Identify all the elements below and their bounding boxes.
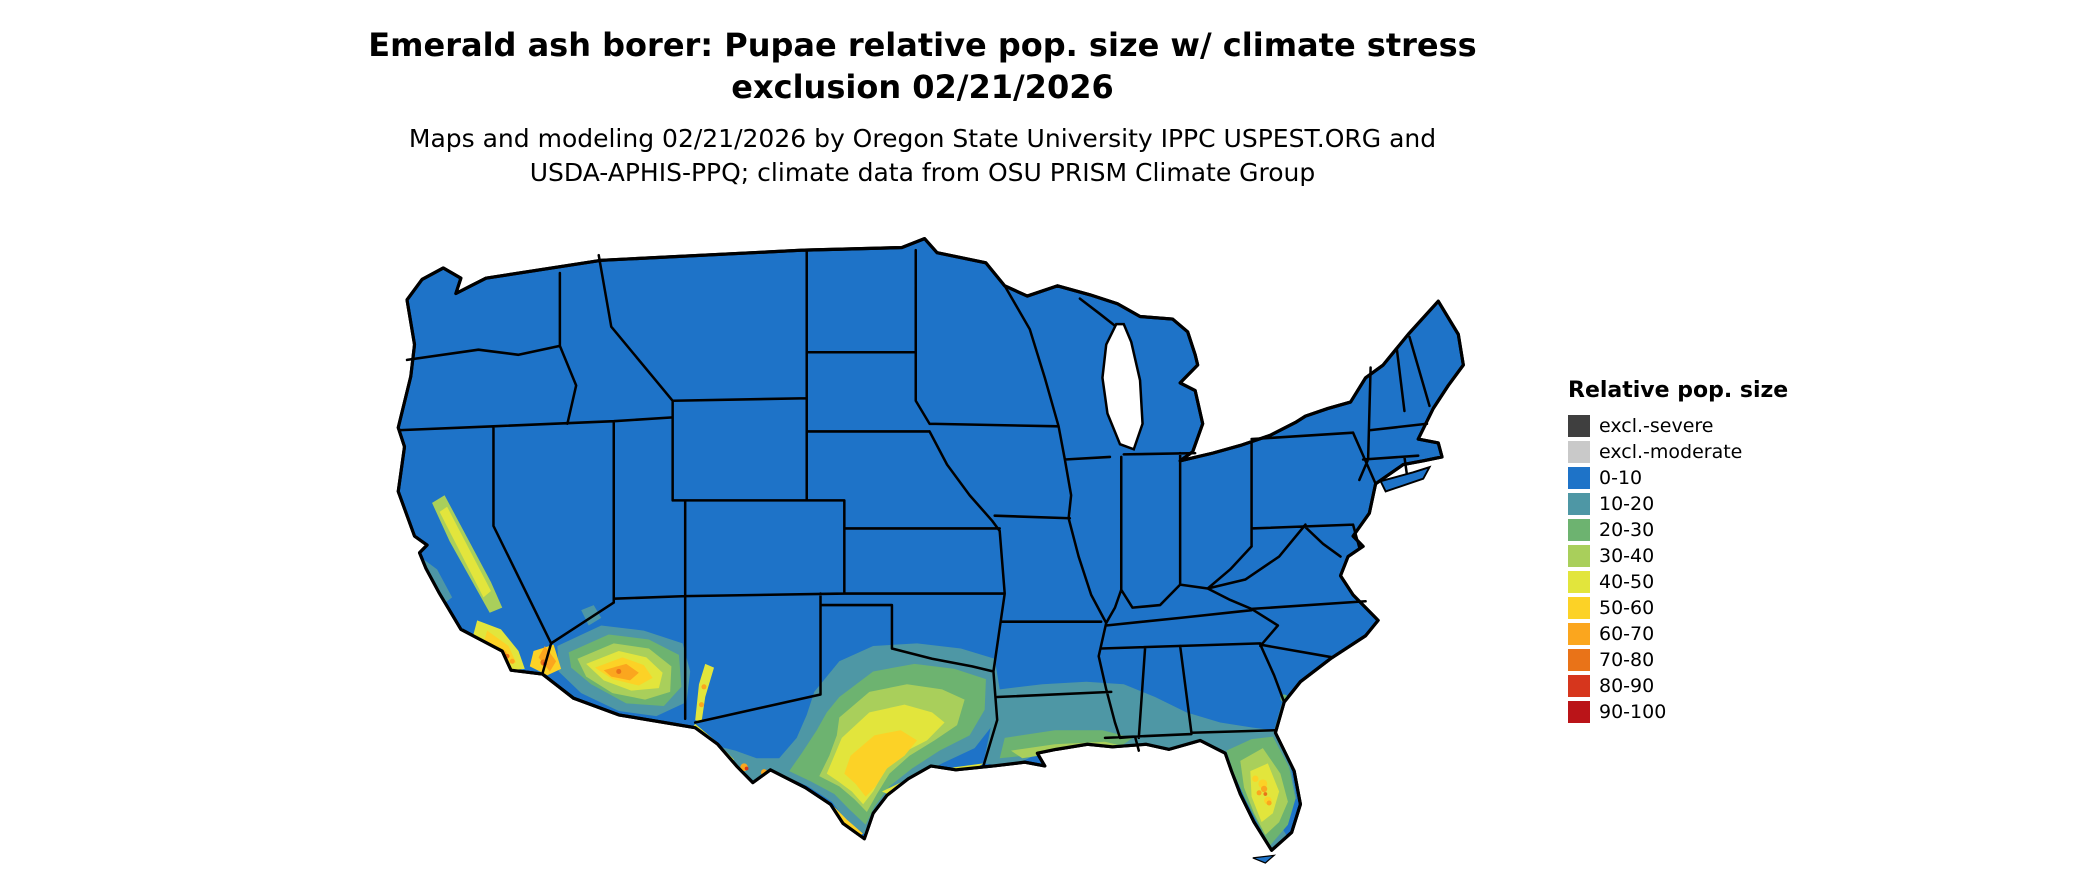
legend-label: 90-100 xyxy=(1599,701,1667,723)
legend-label: 40-50 xyxy=(1599,571,1655,593)
legend-item-20-30: 20-30 xyxy=(1568,517,1788,543)
legend-items: excl.-severe excl.-moderate 0-10 10-20 20-30… xyxy=(1568,413,1788,725)
legend-label: 30-40 xyxy=(1599,545,1655,567)
florida-keys xyxy=(1252,854,1277,864)
legend-title: Relative pop. size xyxy=(1568,378,1789,403)
legend-item-50-60: 50-60 xyxy=(1568,595,1788,621)
legend-label: excl.-moderate xyxy=(1599,441,1743,463)
legend-swatch xyxy=(1568,441,1590,463)
legend-item-10-20: 10-20 xyxy=(1568,491,1788,517)
legend-swatch xyxy=(1568,545,1590,567)
legend-swatch xyxy=(1568,493,1590,515)
legend-item-excl.-severe: excl.-severe xyxy=(1568,413,1788,439)
legend-label: excl.-severe xyxy=(1599,415,1714,437)
long-island xyxy=(1379,465,1432,493)
legend-swatch xyxy=(1568,701,1590,723)
map-subtitle: Maps and modeling 02/21/2026 by Oregon S… xyxy=(0,122,1845,190)
legend-swatch xyxy=(1568,675,1590,697)
legend-swatch xyxy=(1568,649,1590,671)
subtitle-line-1: Maps and modeling 02/21/2026 by Oregon S… xyxy=(408,124,1437,153)
legend-label: 0-10 xyxy=(1599,467,1643,489)
title-line-2: exclusion 02/21/2026 xyxy=(731,68,1114,106)
legend-label: 70-80 xyxy=(1599,649,1655,671)
legend-item-60-70: 60-70 xyxy=(1568,621,1788,647)
legend-label: 50-60 xyxy=(1599,597,1655,619)
legend-swatch xyxy=(1568,597,1590,619)
legend-label: 20-30 xyxy=(1599,519,1655,541)
subtitle-line-2: USDA-APHIS-PPQ; climate data from OSU PR… xyxy=(529,158,1316,187)
legend-item-30-40: 30-40 xyxy=(1568,543,1788,569)
legend-label: 80-90 xyxy=(1599,675,1655,697)
legend: Relative pop. size excl.-severe excl.-mod… xyxy=(1568,378,1788,725)
map-title: Emerald ash borer: Pupae relative pop. s… xyxy=(0,24,1845,108)
legend-swatch xyxy=(1568,571,1590,593)
legend-item-0-10: 0-10 xyxy=(1568,465,1788,491)
legend-label: 60-70 xyxy=(1599,623,1655,645)
legend-item-80-90: 80-90 xyxy=(1568,673,1788,699)
us-map xyxy=(303,222,1531,886)
lake-michigan xyxy=(1101,322,1144,451)
legend-swatch xyxy=(1568,623,1590,645)
title-line-1: Emerald ash borer: Pupae relative pop. s… xyxy=(368,26,1477,64)
legend-swatch xyxy=(1568,519,1590,541)
legend-item-90-100: 90-100 xyxy=(1568,699,1788,725)
legend-swatch xyxy=(1568,415,1590,437)
legend-label: 10-20 xyxy=(1599,493,1655,515)
us-map-svg xyxy=(396,237,1465,864)
legend-item-40-50: 40-50 xyxy=(1568,569,1788,595)
state-borders xyxy=(399,248,1431,768)
legend-item-70-80: 70-80 xyxy=(1568,647,1788,673)
legend-item-excl.-moderate: excl.-moderate xyxy=(1568,439,1788,465)
legend-swatch xyxy=(1568,467,1590,489)
